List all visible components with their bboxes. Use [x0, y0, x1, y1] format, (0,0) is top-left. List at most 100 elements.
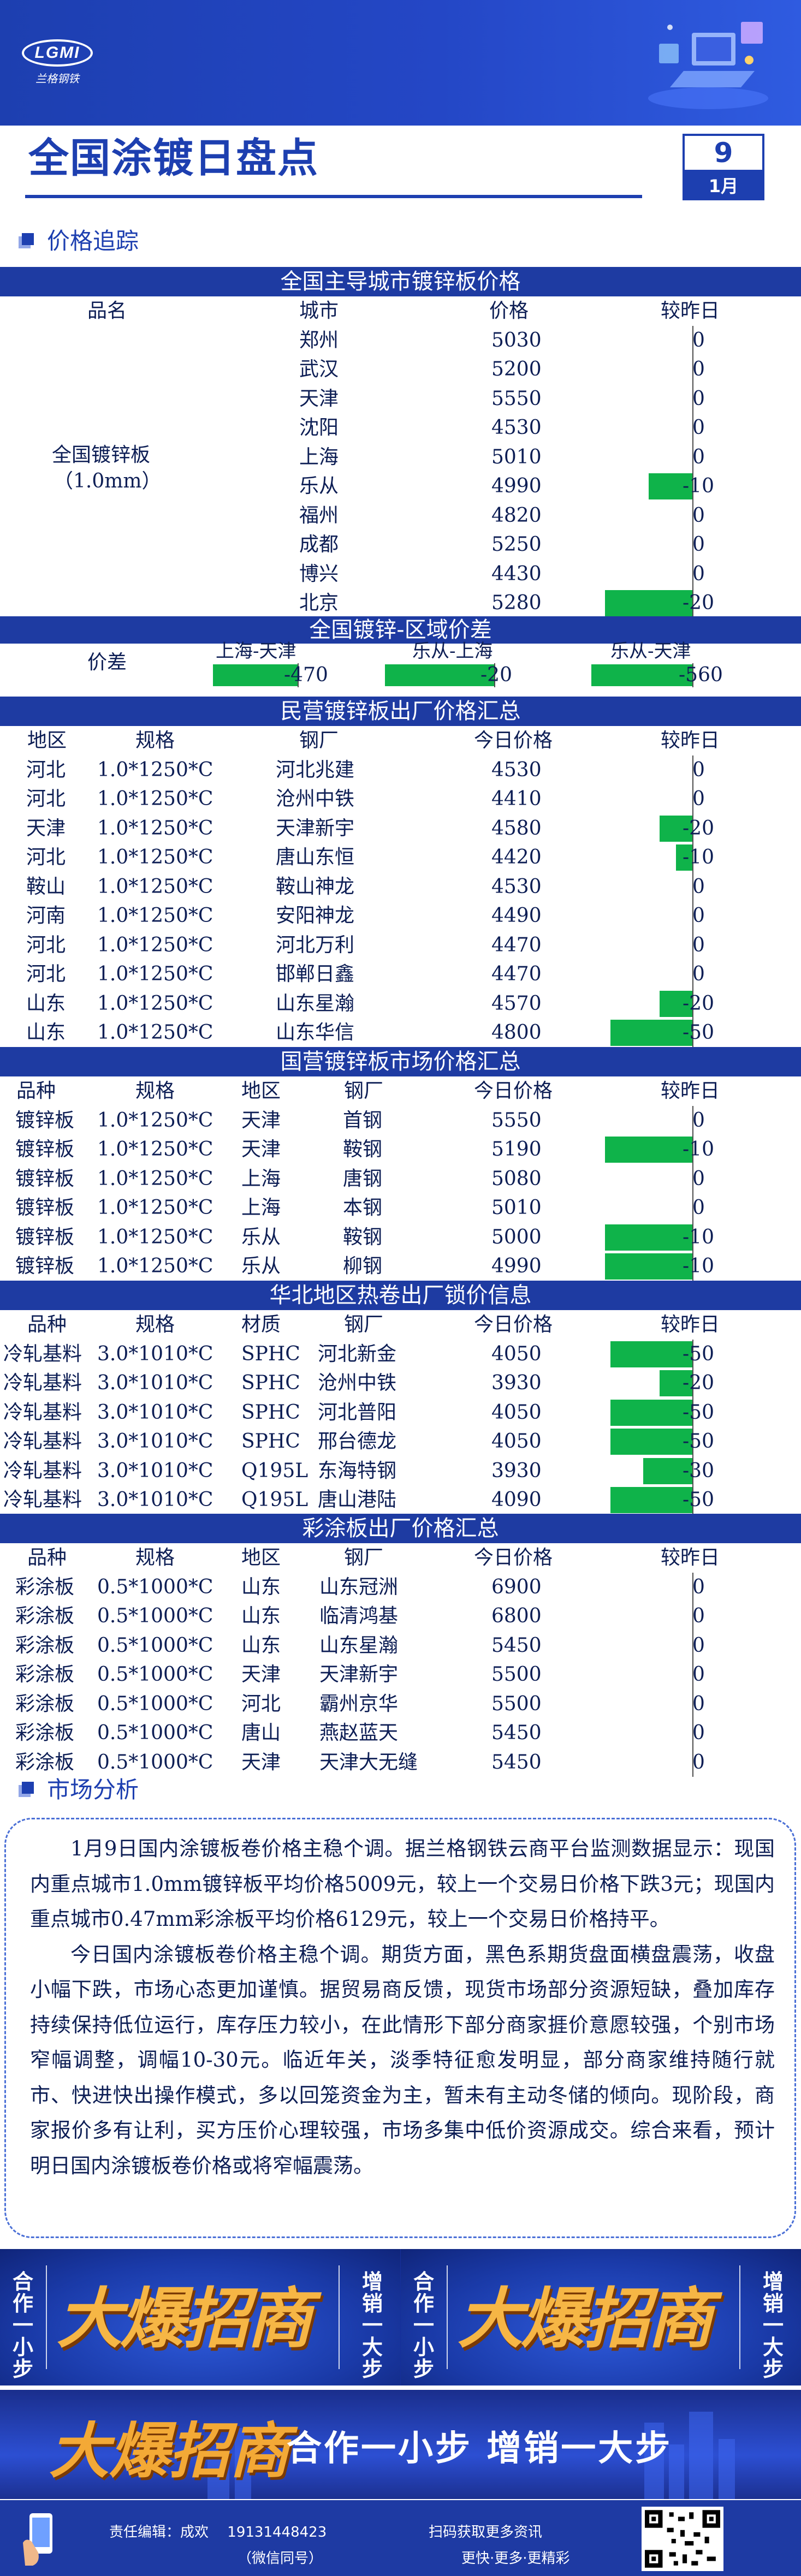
change-axis	[692, 1105, 693, 1135]
header-change: 较昨日	[661, 1546, 720, 1569]
table-row: 沈阳 4530 0	[0, 413, 801, 443]
header-mill: 钢厂	[344, 1546, 384, 1569]
table-row: 冷轧基料 3.0*1010*C SPHC 邢台德龙 4050 -50	[0, 1427, 801, 1456]
cell-product: 彩涂板	[15, 1722, 75, 1744]
table-header-row: 地区 规格 钢厂 今日价格 较昨日	[0, 726, 801, 755]
change-value: 0	[692, 758, 705, 781]
header-mill: 钢厂	[344, 1080, 384, 1102]
cell-region: 乐从	[241, 1255, 281, 1277]
cell-region: 上海	[241, 1167, 281, 1190]
change-bar	[676, 844, 692, 871]
ad-banner-top[interactable]: 合作一小步 大爆招商 增销一大步 合作一小步 大爆招商 增销一大步	[0, 2249, 801, 2385]
header-region: 地区	[241, 1546, 281, 1569]
skyline-building	[644, 2423, 664, 2499]
cell-price: 5030	[491, 329, 542, 352]
cell-product: 彩涂板	[15, 1605, 75, 1627]
cell-price: 4470	[491, 933, 542, 956]
change-value: 0	[692, 533, 705, 556]
table-row: 冷轧基料 3.0*1010*C SPHC 沧州中铁 3930 -20	[0, 1369, 801, 1398]
cell-spec: 1.0*1250*C	[97, 875, 213, 898]
editor-label: 责任编辑：成欢	[109, 2524, 209, 2541]
table-title: 彩涂板出厂价格汇总	[0, 1514, 801, 1543]
analysis-paragraph-1: 1月9日国内涂镀板卷价格主稳个调。据兰格钢铁云商平台监测数据显示：现国内重点城市…	[30, 1837, 775, 1931]
cell-region: 河北	[241, 1692, 281, 1715]
cell-city: 上海	[299, 445, 339, 468]
cell-region: 天津	[241, 1109, 281, 1132]
table-row: 河北 1.0*1250*C 河北兆建 4530 0	[0, 755, 801, 784]
change-value: 0	[692, 504, 705, 527]
change-bar	[610, 1429, 692, 1455]
header-change: 较昨日	[661, 1080, 720, 1102]
spread-value: -20	[480, 664, 512, 686]
change-value: 0	[692, 1109, 705, 1132]
cell-price: 3930	[491, 1459, 542, 1482]
cell-mill: 邢台德龙	[318, 1430, 397, 1453]
change-value: -10	[683, 1138, 714, 1161]
cell-product: 镀锌板	[15, 1197, 75, 1219]
cell-price: 4530	[491, 875, 542, 898]
editor-phone[interactable]: 19131448423	[227, 2524, 327, 2541]
cell-product: 镀锌板	[15, 1225, 75, 1248]
cell-region: 乐从	[241, 1225, 281, 1248]
cell-mill: 沧州中铁	[318, 1372, 397, 1394]
header-banner: LGMI 兰格钢铁	[0, 0, 801, 126]
ad-banner-bottom[interactable]: 大爆招商 合作一小步 增销一大步	[0, 2390, 801, 2499]
cell-mill: 柳钢	[343, 1255, 383, 1277]
ad-panel-left[interactable]: 合作一小步 大爆招商 增销一大步	[0, 2249, 400, 2385]
cell-product: 彩涂板	[15, 1634, 75, 1657]
skyline-building	[207, 2450, 229, 2499]
header-city: 城市	[299, 300, 339, 322]
cell-mill: 唐山港陆	[318, 1489, 397, 1511]
table-title: 全国主导城市镀锌板价格	[0, 267, 801, 296]
table-row: 彩涂板 0.5*1000*C 山东 山东星瀚 5450 0	[0, 1631, 801, 1660]
ad-panel-right[interactable]: 合作一小步 大爆招商 增销一大步	[401, 2249, 801, 2385]
change-axis	[692, 1631, 693, 1660]
change-value: -20	[683, 592, 714, 614]
analysis-paragraph-2: 今日国内涂镀板卷价格主稳个调。期货方面，黑色系期货盘面横盘震荡，收盘小幅下跌，市…	[30, 1942, 775, 2178]
change-axis	[692, 755, 693, 784]
table-row: 上海 5010 0	[0, 442, 801, 472]
table-row: 河北 1.0*1250*C 沧州中铁 4410 0	[0, 784, 801, 814]
cell-price: 5010	[491, 1197, 542, 1219]
ad-side-left: 合作一小步	[413, 2270, 434, 2381]
change-axis	[692, 960, 693, 989]
analysis-box: 1月9日国内涂镀板卷价格主稳个调。据兰格钢铁云商平台监测数据显示：现国内重点城市…	[4, 1818, 796, 2238]
header-mill: 钢厂	[299, 729, 339, 752]
cell-price: 4580	[491, 817, 542, 840]
cell-spec: 1.0*1250*C	[97, 1167, 213, 1190]
qr-code-icon[interactable]	[642, 2507, 723, 2571]
skyline-building	[235, 2428, 251, 2499]
cell-mill: 山东星瀚	[276, 992, 355, 1015]
change-value: -50	[683, 1342, 714, 1365]
cell-region: 山东	[241, 1575, 281, 1598]
cell-spec: 0.5*1000*C	[97, 1751, 213, 1774]
cell-spec: 1.0*1250*C	[97, 933, 213, 956]
spread-value: -470	[284, 664, 328, 686]
cell-product: 彩涂板	[15, 1575, 75, 1598]
cell-region: 河北	[26, 933, 66, 956]
cell-price: 5080	[491, 1167, 542, 1190]
header-change: 较昨日	[661, 1313, 720, 1336]
ad-divider	[739, 2265, 740, 2369]
change-axis	[692, 1660, 693, 1689]
cell-mill: 临清鸿基	[319, 1605, 399, 1627]
change-bar	[610, 1399, 692, 1426]
editor-line: 责任编辑：成欢 19131448423	[109, 2521, 327, 2541]
table-row: 鞍山 1.0*1250*C 鞍山神龙 4530 0	[0, 872, 801, 901]
table-row: 河北 1.0*1250*C 唐山东恒 4420 -10	[0, 843, 801, 872]
cell-spec: 1.0*1250*C	[97, 992, 213, 1015]
cell-region: 河北	[26, 963, 66, 985]
cell-price: 5010	[491, 445, 542, 468]
ad-big-title: 大爆招商	[458, 2281, 713, 2357]
change-value: 0	[692, 1692, 705, 1715]
cell-spec: 0.5*1000*C	[97, 1575, 213, 1598]
cell-price: 4090	[491, 1489, 542, 1511]
cell-price: 4470	[491, 963, 542, 985]
change-value: 0	[692, 1722, 705, 1744]
cell-grade: Q195L	[241, 1489, 308, 1511]
cell-price: 4530	[491, 758, 542, 781]
change-axis	[692, 1689, 693, 1718]
table-row: 河北 1.0*1250*C 邯郸日鑫 4470 0	[0, 960, 801, 989]
header-spec: 规格	[135, 729, 175, 752]
color-coated-table: 彩涂板出厂价格汇总 品种 规格 地区 钢厂 今日价格 较昨日 彩涂板 0.5*10…	[0, 1514, 801, 1777]
